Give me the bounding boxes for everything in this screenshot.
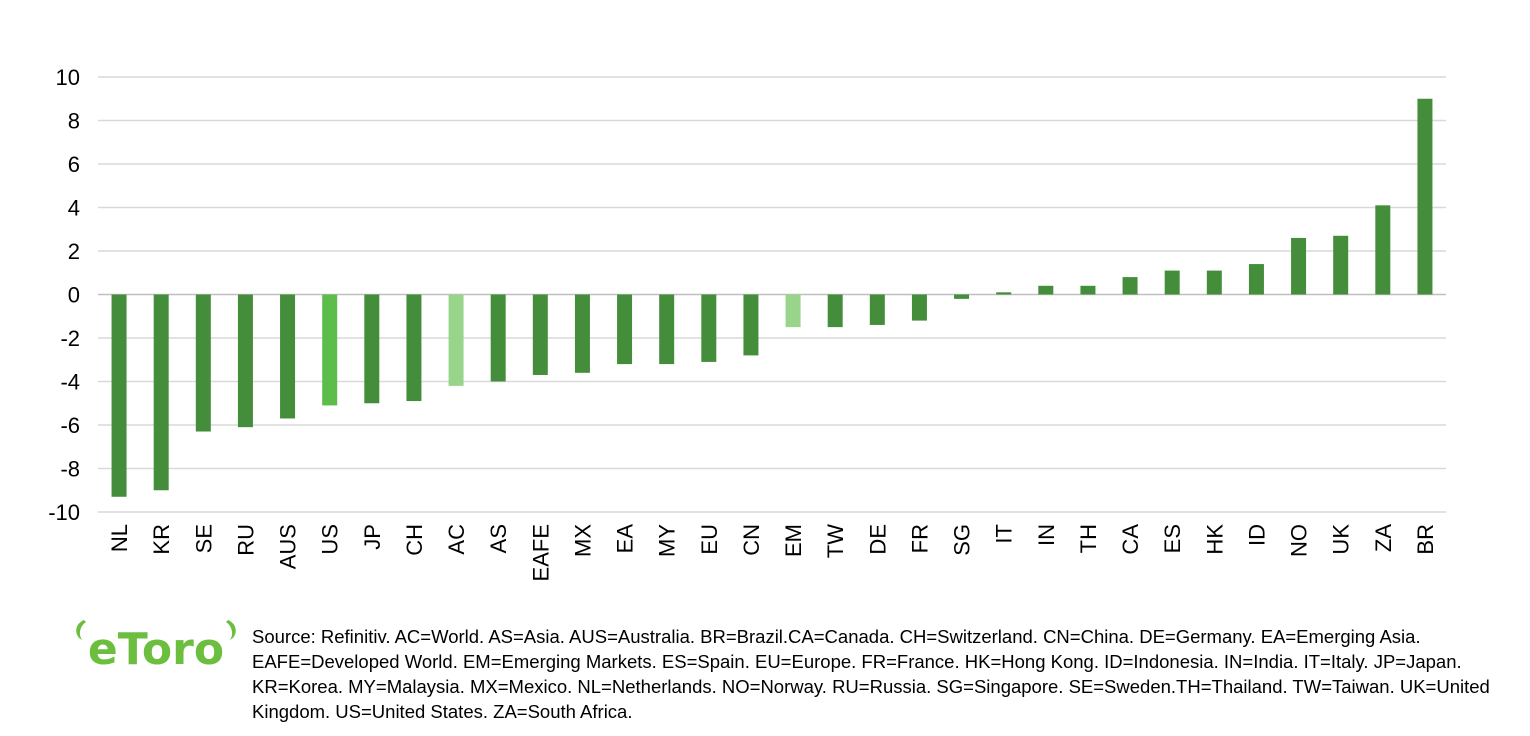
- x-tick-label-th: TH: [1076, 524, 1101, 553]
- x-tick-label-em: EM: [781, 524, 806, 557]
- bar-eu: [701, 294, 717, 362]
- y-tick-label: -6: [60, 413, 80, 438]
- bar-cn: [743, 294, 759, 356]
- y-tick-label: -2: [60, 326, 80, 351]
- y-tick-label: 0: [68, 283, 80, 308]
- x-tick-label-cn: CN: [739, 524, 764, 556]
- bar-it: [996, 292, 1012, 295]
- x-tick-label-tw: TW: [823, 524, 848, 558]
- x-tick-label-de: DE: [865, 524, 890, 555]
- bar-ca: [1122, 277, 1138, 295]
- y-tick-label: 10: [56, 65, 80, 90]
- y-tick-label: -10: [48, 500, 80, 525]
- bar-ch: [406, 294, 422, 402]
- x-tick-label-sg: SG: [950, 524, 975, 556]
- x-tick-label-us: US: [318, 524, 343, 555]
- x-tick-label-mx: MX: [570, 524, 595, 557]
- y-tick-label: -4: [60, 370, 80, 395]
- x-tick-label-kr: KR: [149, 524, 174, 555]
- x-tick-label-fr: FR: [907, 524, 932, 553]
- x-tick-label-ca: CA: [1118, 524, 1143, 555]
- bar-br: [1417, 98, 1433, 295]
- bar-sg: [954, 294, 970, 299]
- x-tick-label-ea: EA: [613, 524, 638, 554]
- bar-id: [1248, 264, 1264, 295]
- y-axis-ticks: 10 8 6 4 2 0 -2 -4 -6 -8 -10: [48, 65, 80, 525]
- x-tick-label-jp: JP: [360, 524, 385, 550]
- bar-za: [1375, 205, 1391, 295]
- x-axis-ticks: NL KR SE RU AUS US JP CH AC AS EAFE MX EA MY EU CN EM TW D…: [107, 524, 1438, 582]
- bar-se: [195, 294, 211, 432]
- bar-ea: [617, 294, 633, 365]
- logo-left-leaf: [76, 620, 86, 640]
- y-tick-label: 4: [68, 196, 80, 221]
- bar-my: [659, 294, 675, 365]
- bar-as: [490, 294, 506, 382]
- bar-hk: [1206, 270, 1222, 295]
- bar-eafe: [532, 294, 548, 375]
- bar-chart: 10 8 6 4 2 0 -2 -4 -6 -8 -10 NL KR SE RU AUS US JP CH AC AS…: [48, 65, 1446, 582]
- x-tick-label-my: MY: [655, 524, 680, 557]
- bar-tw: [827, 294, 843, 328]
- footer: eToro Source: Refinitiv. AC=World. AS=As…: [72, 614, 1512, 724]
- x-tick-label-br: BR: [1413, 524, 1438, 555]
- source-note: Source: Refinitiv. AC=World. AS=Asia. AU…: [252, 626, 1490, 722]
- logo-wordmark: eToro: [88, 624, 224, 674]
- etoro-logo: eToro: [76, 620, 236, 674]
- y-tick-label: 6: [68, 152, 80, 177]
- bar-es: [1164, 270, 1180, 295]
- x-tick-label-es: ES: [1160, 524, 1185, 553]
- bar-ru: [237, 294, 253, 428]
- x-tick-label-nl: NL: [107, 524, 132, 552]
- bar-th: [1080, 285, 1096, 295]
- x-tick-label-id: ID: [1244, 524, 1269, 546]
- x-tick-label-in: IN: [1034, 524, 1059, 546]
- bar-nl: [111, 294, 127, 497]
- bar-mx: [574, 294, 590, 373]
- bar-aus: [280, 294, 296, 419]
- bar-ac: [448, 294, 464, 386]
- bar-kr: [153, 294, 169, 491]
- x-tick-label-it: IT: [992, 524, 1017, 544]
- logo-right-leaf: [226, 620, 236, 640]
- x-tick-label-se: SE: [191, 524, 216, 553]
- bar-fr: [911, 294, 927, 321]
- gridlines: [98, 76, 1446, 513]
- x-tick-label-hk: HK: [1202, 524, 1227, 555]
- x-tick-label-aus: AUS: [276, 524, 301, 569]
- bars: [111, 98, 1433, 497]
- bar-jp: [364, 294, 380, 404]
- bar-de: [869, 294, 885, 325]
- x-tick-label-ac: AC: [444, 524, 469, 555]
- bar-in: [1038, 285, 1054, 295]
- x-tick-label-za: ZA: [1371, 524, 1396, 552]
- bar-em: [785, 294, 801, 328]
- y-tick-label: 2: [68, 239, 80, 264]
- bar-us: [322, 294, 338, 406]
- x-tick-label-eafe: EAFE: [528, 524, 553, 581]
- x-tick-label-ru: RU: [233, 524, 258, 556]
- bar-uk: [1333, 235, 1349, 295]
- x-tick-label-no: NO: [1287, 524, 1312, 557]
- x-tick-label-ch: CH: [402, 524, 427, 556]
- x-tick-label-eu: EU: [697, 524, 722, 555]
- bar-no: [1291, 237, 1307, 295]
- y-tick-label: 8: [68, 109, 80, 134]
- x-tick-label-uk: UK: [1329, 524, 1354, 555]
- y-tick-label: -8: [60, 457, 80, 482]
- x-tick-label-as: AS: [486, 524, 511, 553]
